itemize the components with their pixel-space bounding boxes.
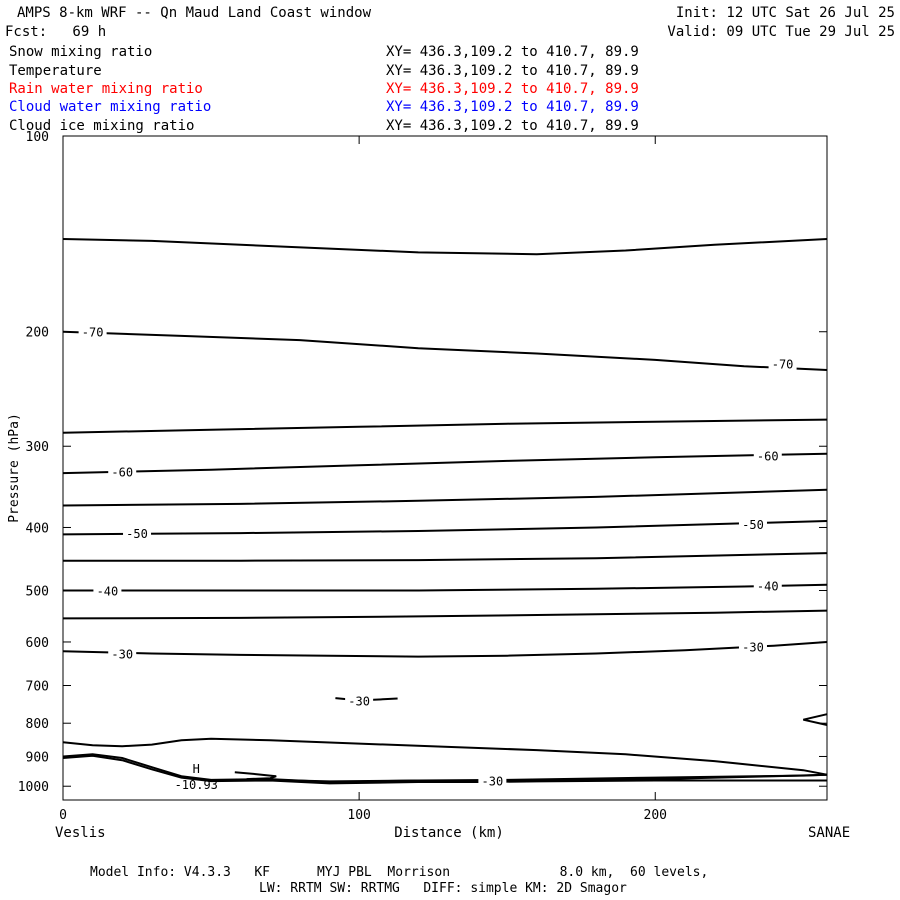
extremum-value: -10.93 [175,778,218,792]
y-tick-label: 1000 [18,780,49,795]
x-tick-label: 200 [644,808,667,823]
contour-layer [62,238,828,785]
right-endpoint-label: SANAE [808,825,850,841]
temperature-contour [62,418,828,434]
extremum-marker: H [193,762,200,776]
contour-label: -70 [772,358,794,372]
temperature-contour [62,641,828,658]
contour-label-bg [78,323,107,339]
y-tick-label: 800 [26,717,49,732]
contour-label: -50 [126,527,148,541]
field-name: Snow mixing ratio [9,44,153,60]
temperature-contour [62,330,828,371]
forecast-hour: Fcst: 69 h [5,24,107,40]
field-xy: XY= 436.3,109.2 to 410.7, 89.9 [386,44,639,60]
contour-label-layer: -70 -70 -60 -60 -50 -50 -40 -40 -30 -30 -30 -30 H -10… [78,323,797,792]
y-tick-label: 400 [26,521,49,536]
field-name: Cloud water mixing ratio [9,99,212,115]
y-tick-label: 700 [26,680,49,695]
temperature-contour [62,238,828,256]
temperature-contour [62,754,827,785]
contour-label: -30 [742,641,764,655]
contour-label: -40 [757,579,779,593]
contour-label: -70 [82,326,104,340]
field-xy: XY= 436.3,109.2 to 410.7, 89.9 [386,63,639,79]
y-tick-label: 500 [26,584,49,599]
contour-label-bg [345,692,374,708]
field-xy: XY= 436.3,109.2 to 410.7, 89.9 [386,81,639,97]
y-axis-label: Pressure (hPa) [7,413,22,523]
init-time: Init: 12 UTC Sat 26 Jul 25 [675,5,895,21]
contour-label: -60 [111,465,133,479]
contour-label: -50 [742,518,764,532]
y-tick-label: 100 [26,130,49,145]
contour-label-bg [123,525,152,541]
contour-label-bg [738,638,767,654]
temperature-contour [62,753,828,784]
temperature-contour [63,552,828,562]
x-axis-label: Distance (km) [394,825,504,841]
field-name: Cloud ice mixing ratio [9,118,195,134]
y-tick-label: 200 [26,326,49,341]
plot-frame [62,135,828,801]
temperature-contour [62,609,828,620]
left-endpoint-label: Veslis [55,825,106,841]
contour-label: -30 [111,647,133,661]
contour-label-bg [753,577,782,593]
y-tick-label: 600 [26,636,49,651]
field-name: Temperature [9,63,102,79]
contour-label: -30 [348,694,370,708]
temperature-contour [62,452,828,475]
temperature-contour [62,488,828,507]
y-tick-label: 300 [26,440,49,455]
model-info-line2: LW: RRTM SW: RRTMG DIFF: simple KM: 2D S… [259,881,627,896]
contour-label-bg [753,447,782,463]
x-axis: 0 100 200 [59,136,667,823]
temperature-contour [63,583,828,592]
field-xy: XY= 436.3,109.2 to 410.7, 89.9 [386,99,639,115]
contour-label-bg [108,463,137,479]
contour-label-bg [93,582,122,598]
y-tick-label: 900 [26,750,49,765]
plot-title: AMPS 8-km WRF -- Qn Maud Land Coast wind… [17,5,372,21]
temperature-contour [62,520,828,536]
temperature-contour [234,771,277,781]
contour-label-bg [108,645,137,661]
valid-time: Valid: 09 UTC Tue 29 Jul 25 [667,24,895,40]
contour-label: -30 [482,775,504,789]
x-tick-label: 100 [347,808,370,823]
field-name: Rain water mixing ratio [9,81,203,97]
x-tick-label: 0 [59,808,67,823]
contour-label: -40 [97,584,119,598]
model-info-line1: Model Info: V4.3.3 KF MYJ PBL Morrison 8… [90,865,709,880]
contour-label-bg [478,772,507,788]
y-axis: 100 200 300 400 500 600 700 800 900 1000 [18,130,827,795]
field-xy: XY= 436.3,109.2 to 410.7, 89.9 [386,118,639,134]
contour-label: -60 [757,449,779,463]
contour-label-bg [738,515,767,531]
contour-label-bg [768,355,797,371]
